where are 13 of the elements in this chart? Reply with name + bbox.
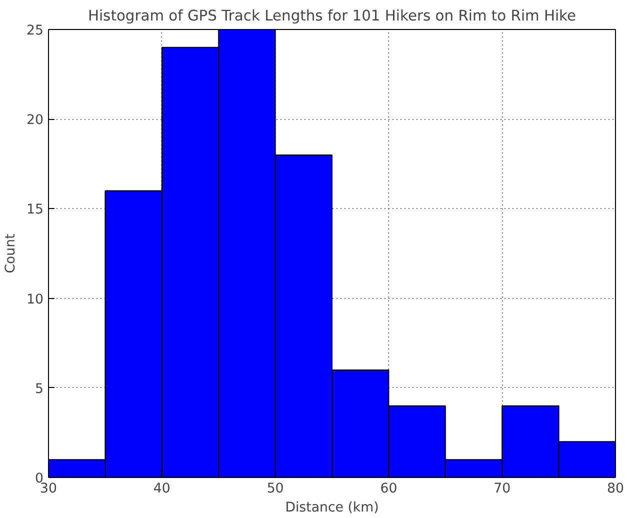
x-tick-label: 70: [494, 482, 511, 496]
x-tick-label: 60: [380, 482, 398, 496]
y-tick-label: 10: [26, 292, 44, 308]
y-axis-title: Count: [4, 234, 19, 274]
x-tick-label: 40: [153, 482, 170, 496]
y-tick-label: 20: [26, 113, 44, 128]
y-tick-label: 5: [35, 382, 44, 397]
y-tick-label: 15: [26, 202, 44, 218]
x-tick-label: 80: [607, 482, 624, 496]
x-axis-title: Distance (km): [285, 500, 379, 516]
y-tick-label: 25: [26, 24, 44, 38]
chart-title: Histogram of GPS Track Lengths for 101 Hikers on Rim to Rim Hike: [88, 8, 576, 24]
x-tick-label: 50: [266, 482, 284, 496]
